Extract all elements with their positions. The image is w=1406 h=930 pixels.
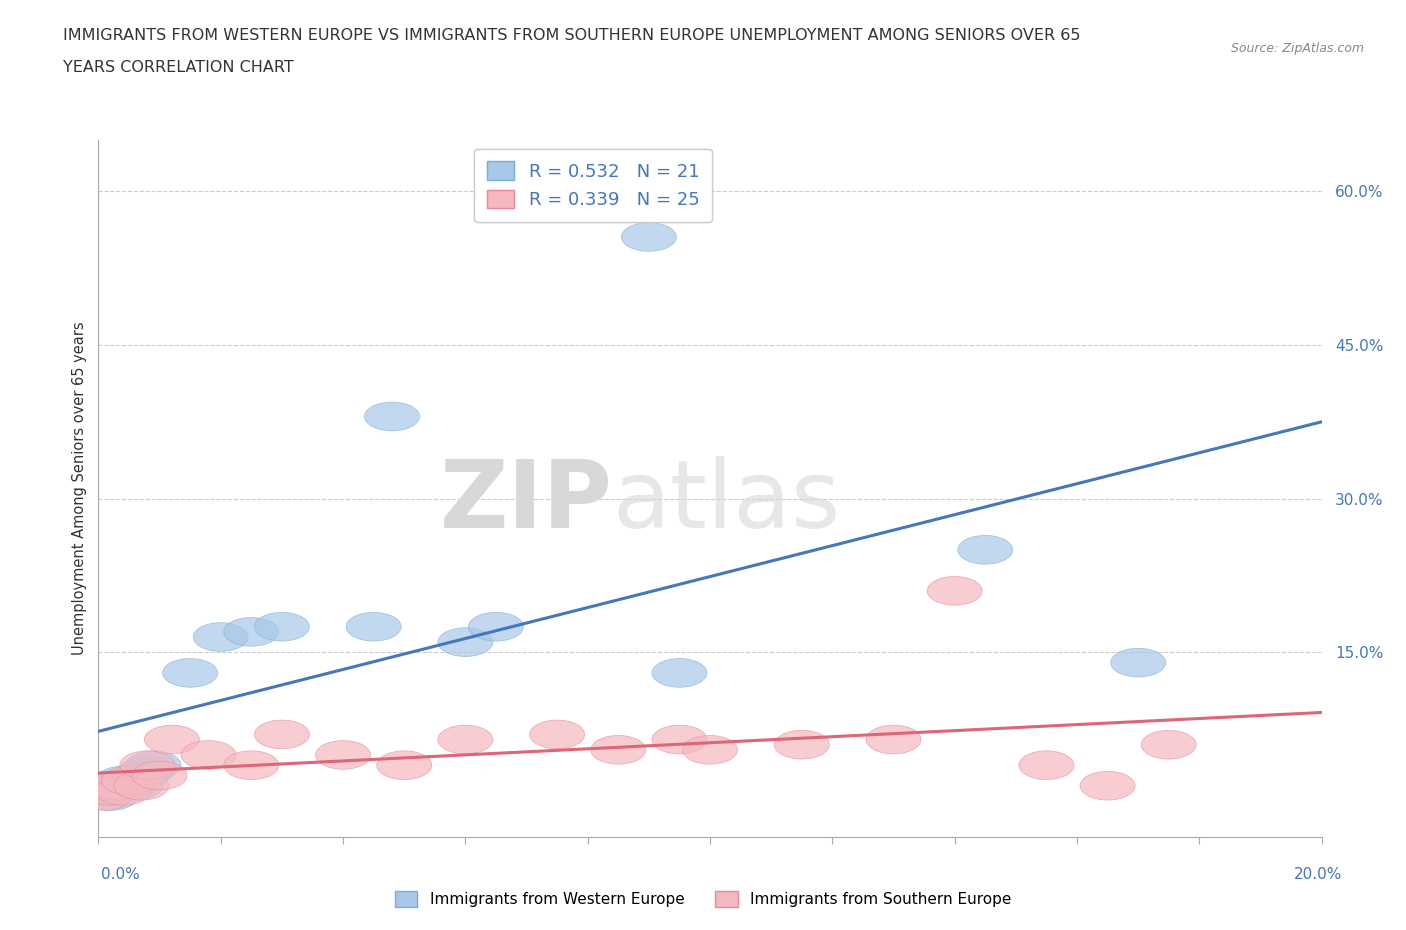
Ellipse shape (83, 777, 138, 805)
Ellipse shape (468, 612, 523, 641)
Legend: Immigrants from Western Europe, Immigrants from Southern Europe: Immigrants from Western Europe, Immigran… (388, 884, 1018, 913)
Ellipse shape (957, 536, 1012, 565)
Text: YEARS CORRELATION CHART: YEARS CORRELATION CHART (63, 60, 294, 75)
Ellipse shape (591, 736, 645, 764)
Legend: R = 0.532   N = 21, R = 0.339   N = 25: R = 0.532 N = 21, R = 0.339 N = 25 (474, 149, 711, 221)
Text: 20.0%: 20.0% (1295, 867, 1343, 882)
Ellipse shape (621, 222, 676, 251)
Ellipse shape (682, 736, 738, 764)
Ellipse shape (1080, 771, 1135, 800)
Ellipse shape (108, 771, 163, 800)
Text: IMMIGRANTS FROM WESTERN EUROPE VS IMMIGRANTS FROM SOUTHERN EUROPE UNEMPLOYMENT A: IMMIGRANTS FROM WESTERN EUROPE VS IMMIGR… (63, 28, 1081, 43)
Ellipse shape (101, 766, 156, 795)
Ellipse shape (775, 730, 830, 759)
Ellipse shape (315, 740, 371, 769)
Ellipse shape (120, 751, 174, 779)
Ellipse shape (114, 761, 169, 790)
Ellipse shape (77, 781, 132, 810)
Ellipse shape (652, 658, 707, 687)
Ellipse shape (181, 740, 236, 769)
Ellipse shape (927, 577, 983, 605)
Ellipse shape (346, 612, 401, 641)
Ellipse shape (114, 771, 169, 800)
Text: 0.0%: 0.0% (101, 867, 141, 882)
Text: Source: ZipAtlas.com: Source: ZipAtlas.com (1230, 42, 1364, 55)
Ellipse shape (437, 628, 494, 657)
Ellipse shape (101, 771, 156, 800)
Ellipse shape (127, 751, 181, 779)
Ellipse shape (96, 766, 150, 795)
Ellipse shape (163, 658, 218, 687)
Ellipse shape (224, 618, 278, 646)
Ellipse shape (120, 756, 174, 785)
Ellipse shape (437, 725, 494, 754)
Ellipse shape (96, 777, 150, 805)
Ellipse shape (77, 777, 132, 805)
Y-axis label: Unemployment Among Seniors over 65 years: Unemployment Among Seniors over 65 years (72, 322, 87, 655)
Ellipse shape (132, 761, 187, 790)
Ellipse shape (193, 622, 249, 651)
Ellipse shape (83, 781, 138, 810)
Ellipse shape (866, 725, 921, 754)
Ellipse shape (1019, 751, 1074, 779)
Ellipse shape (224, 751, 278, 779)
Ellipse shape (89, 771, 145, 800)
Ellipse shape (145, 725, 200, 754)
Ellipse shape (254, 720, 309, 749)
Text: atlas: atlas (612, 457, 841, 548)
Ellipse shape (364, 402, 419, 431)
Text: ZIP: ZIP (439, 457, 612, 548)
Ellipse shape (530, 720, 585, 749)
Ellipse shape (377, 751, 432, 779)
Ellipse shape (652, 725, 707, 754)
Ellipse shape (1111, 648, 1166, 677)
Ellipse shape (254, 612, 309, 641)
Ellipse shape (89, 771, 145, 800)
Ellipse shape (1142, 730, 1197, 759)
